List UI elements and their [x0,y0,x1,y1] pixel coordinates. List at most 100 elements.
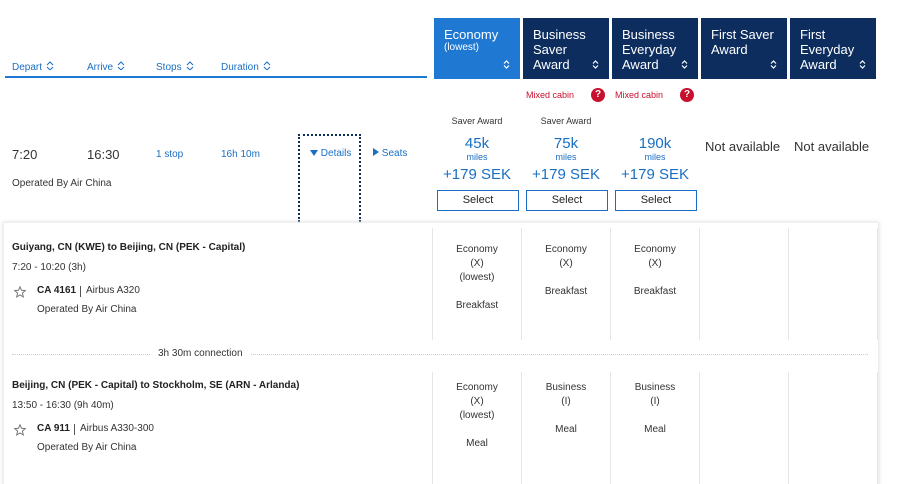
cabin-line: Economy [456,382,498,393]
sort-icon [592,60,599,69]
star-icon [14,286,26,298]
cabin-info: Economy (X) (lowest) Meal [434,381,520,451]
select-button[interactable]: Select [526,190,608,211]
column-separator [788,372,789,484]
cabin-line: (lowest) [459,410,495,421]
award-type: Saver Award [451,116,503,126]
aircraft: Airbus A320 [86,285,140,296]
fare-header[interactable]: First Saver Award [701,18,787,79]
column-separator [432,372,433,484]
meal: Meal [555,424,577,435]
cabin-line: (X) [470,396,484,407]
column-separator [699,372,700,484]
connection-divider [12,354,868,355]
details-panel [3,222,879,484]
sort-icon [186,61,193,71]
sort-icon [117,61,125,71]
cabin-info: Business (I) Meal [523,381,609,437]
mixed-cabin-help[interactable]: ? [680,88,694,102]
miles: 75k [553,135,579,152]
sort-icon [770,60,777,69]
sort-icon [263,61,271,71]
miles: 190k [638,135,672,152]
fare-header-line: Business [622,27,675,42]
details-toggle[interactable]: Details [310,148,351,159]
miles-unit: miles [466,152,488,162]
select-button[interactable]: Select [615,190,697,211]
cabin-line: Economy [545,244,587,255]
flight-number: CA 911 [37,423,70,434]
fare-header-line: First [800,27,826,42]
duration: 16h 10m [221,149,260,160]
arrive-time: 16:30 [87,147,120,162]
mixed-cabin-help[interactable]: ? [591,88,605,102]
sort-arrive[interactable]: Arrive [87,61,125,73]
fare-header-line: Award [711,42,748,57]
cabin-info: Economy (X) Breakfast [523,243,609,299]
fare-header-line: Economy [444,27,499,42]
meal: Breakfast [455,300,499,311]
sort-depart[interactable]: Depart [12,61,54,73]
column-separator [610,372,611,484]
cabin-info: Economy (X) Breakfast [612,243,698,299]
sort-duration[interactable]: Duration [221,61,271,73]
header-underline [5,76,427,78]
fare-header-line: Everyday [622,42,677,57]
cabin-line: Economy [634,244,676,255]
fare-header-line: Everyday [800,42,855,57]
cabin-line: (X) [559,258,573,269]
cabin-info: Economy (X) (lowest) Breakfast [434,243,520,313]
segment-route: Guiyang, CN (KWE) to Beijing, CN (PEK - … [12,242,246,253]
cabin-line: (I) [650,396,660,407]
miles-unit: miles [555,152,577,162]
meal: Meal [466,438,488,449]
column-separator [699,228,700,340]
segment-times: 7:20 - 10:20 (3h) [12,262,86,273]
award-type: Saver Award [540,116,592,126]
fare-header-line: Award [622,57,659,72]
sort-stops[interactable]: Stops [156,61,194,73]
cabin-line: Business [545,382,587,393]
price: +179 SEK [532,166,600,183]
seats-toggle[interactable]: Seats [373,148,407,159]
select-button[interactable]: Select [437,190,519,211]
miles: 45k [464,135,490,152]
not-available: Not available [705,139,781,154]
column-separator [432,228,433,340]
fare-header-sub: (lowest) [444,42,480,53]
column-separator [788,228,789,340]
not-available: Not available [794,139,870,154]
cabin-line: (X) [470,258,484,269]
operated-by: Operated By Air China [12,178,112,189]
fare-header-line: Saver [533,42,567,57]
connection-time: 3h 30m connection [150,348,251,359]
fare-header-line: First Saver [711,27,774,42]
aircraft: Airbus A330-300 [80,423,154,434]
sort-icon [46,61,54,71]
star-icon [14,424,26,436]
cabin-info: Business (I) Meal [612,381,698,437]
mixed-cabin-note: Mixed cabin [615,90,664,100]
segment-times: 13:50 - 16:30 (9h 40m) [12,400,114,411]
stops[interactable]: 1 stop [156,149,184,160]
segment-route: Beijing, CN (PEK - Capital) to Stockholm… [12,380,300,391]
fare-header[interactable]: Economy (lowest) [434,18,520,79]
column-separator [521,372,522,484]
depart-time: 7:20 [12,147,38,162]
fare-header-line: Award [800,57,837,72]
fare-header[interactable]: First Everyday Award [790,18,876,79]
price: +179 SEK [621,166,689,183]
column-separator [610,228,611,340]
column-separator [521,228,522,340]
fare-header[interactable]: Business Saver Award [523,18,609,79]
fare-header[interactable]: Business Everyday Award [612,18,698,79]
cabin-line: (lowest) [459,272,495,283]
column-separator [877,372,878,484]
cabin-line: (I) [561,396,571,407]
mixed-cabin-note: Mixed cabin [526,90,575,100]
meal: Meal [644,424,666,435]
cabin-line: Economy [456,244,498,255]
price: +179 SEK [443,166,511,183]
fare-header-line: Award [533,57,570,72]
